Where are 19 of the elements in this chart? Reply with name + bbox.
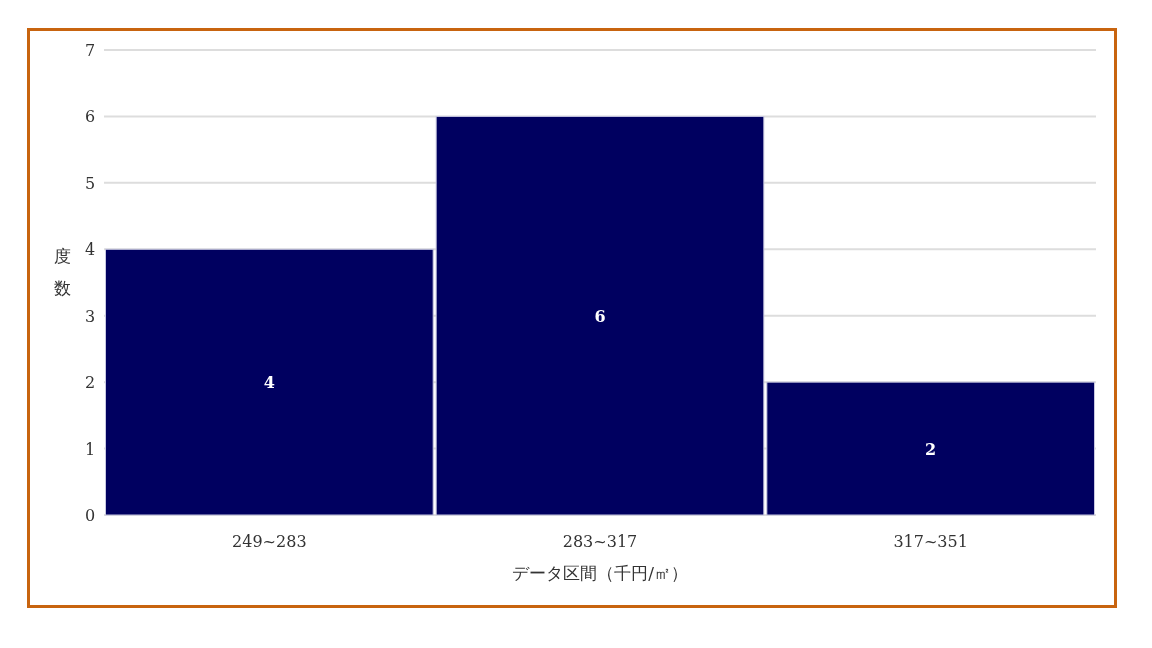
y-tick-label: 3 [84, 306, 96, 326]
bar [435, 115, 765, 516]
x-tick-label: 283~317 [562, 532, 638, 551]
x-tick-label: 317~351 [893, 532, 968, 551]
y-axis-title: 度数 [53, 246, 71, 298]
bar [105, 248, 434, 516]
data-label: 4 [263, 373, 275, 393]
y-tick-label: 7 [84, 41, 96, 60]
y-tick-label: 4 [84, 240, 96, 260]
y-tick-label: 6 [84, 107, 96, 127]
bar [766, 381, 1095, 516]
x-axis-title: データ区間（千円/㎡） [512, 563, 688, 583]
y-tick-label: 2 [84, 373, 96, 393]
data-label: 6 [594, 306, 606, 326]
y-tick-label: 1 [84, 439, 96, 459]
x-tick-label: 249~283 [232, 532, 307, 551]
y-tick-label: 0 [84, 506, 96, 525]
y-tick-label: 5 [84, 173, 96, 193]
data-label: 2 [925, 439, 937, 459]
